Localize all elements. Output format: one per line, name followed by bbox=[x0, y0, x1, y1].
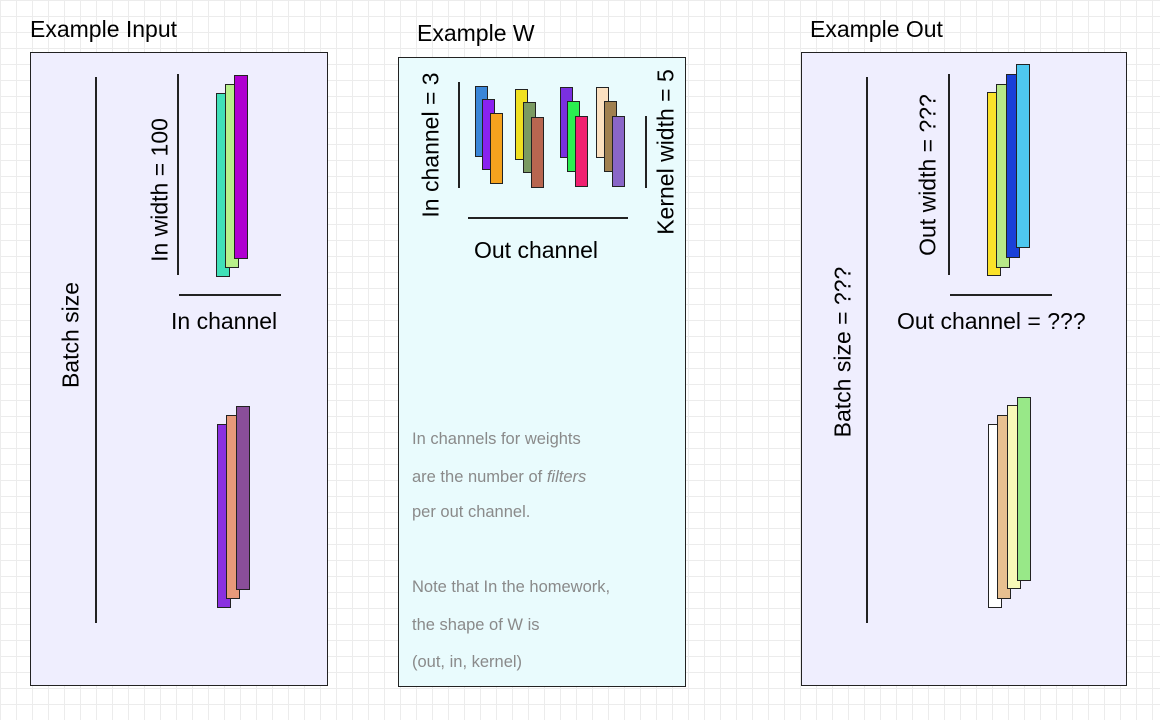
output-sample2-channel4-bar bbox=[1017, 397, 1031, 581]
weights-filter4-in3-bar bbox=[612, 116, 625, 187]
input-sample2-channel3-bar bbox=[236, 406, 250, 590]
input-batch-label: Batch size bbox=[57, 281, 84, 389]
weights-note-line1: In channels for weights bbox=[412, 430, 581, 448]
weights-out-channel-axis bbox=[468, 217, 628, 219]
input-panel-title: Example Input bbox=[30, 16, 178, 42]
weights-in-channel-label: In channel = 3 bbox=[417, 72, 444, 218]
output-batch-axis bbox=[866, 77, 868, 623]
input-panel bbox=[30, 52, 328, 686]
weights-filter1-in3-bar bbox=[490, 113, 503, 184]
weights-out-channel-label: Out channel bbox=[474, 237, 599, 263]
input-channel-axis bbox=[179, 294, 281, 296]
output-width-axis bbox=[948, 74, 950, 275]
input-width-axis bbox=[177, 74, 179, 275]
weights-filter3-in3-bar bbox=[575, 116, 588, 187]
weights-note-line6: (out, in, kernel) bbox=[412, 653, 523, 671]
weights-kernel-label: Kernel width = 5 bbox=[652, 69, 679, 235]
weights-panel-title: Example W bbox=[417, 20, 535, 46]
weights-filter2-in3-bar bbox=[531, 117, 544, 188]
output-channel-axis bbox=[950, 294, 1052, 296]
input-width-label: In width = 100 bbox=[146, 118, 173, 262]
output-batch-label: Batch size = ??? bbox=[829, 266, 856, 438]
weights-note-line3: per out channel. bbox=[412, 503, 531, 521]
output-channel-label: Out channel = ??? bbox=[897, 308, 1086, 334]
output-panel bbox=[801, 52, 1127, 686]
input-sample1-channel3-bar bbox=[234, 75, 248, 259]
weights-note-line5: the shape of W is bbox=[412, 616, 540, 634]
input-batch-axis bbox=[95, 77, 97, 623]
output-width-label: Out width = ??? bbox=[914, 94, 941, 256]
weights-note-line2-emphasis: filters bbox=[546, 468, 587, 486]
weights-kernel-axis bbox=[645, 116, 647, 188]
weights-in-channel-axis bbox=[458, 82, 460, 188]
output-sample1-channel4-bar bbox=[1016, 64, 1030, 248]
weights-note-line2-start: are the number of bbox=[412, 468, 547, 486]
input-channel-label: In channel bbox=[171, 308, 278, 334]
weights-note-line4: Note that In the homework, bbox=[412, 578, 611, 596]
output-panel-title: Example Out bbox=[810, 16, 943, 42]
weights-note-line2: are the number of filters bbox=[412, 469, 586, 486]
